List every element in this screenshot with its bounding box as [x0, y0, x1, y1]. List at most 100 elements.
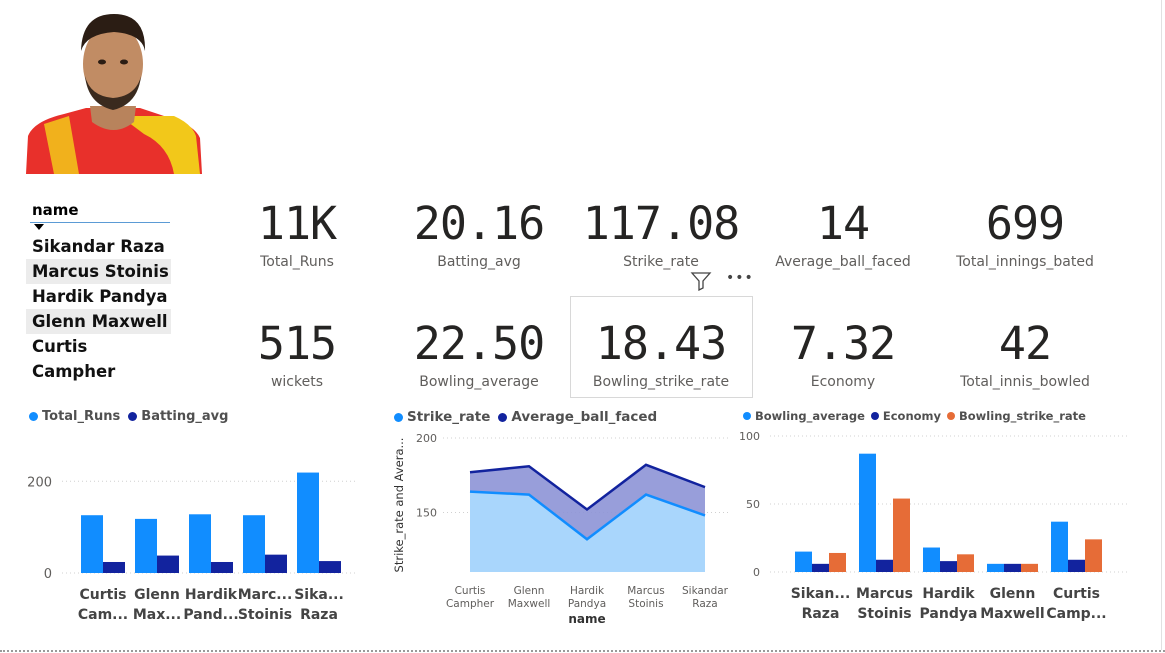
card-label: Economy [810, 374, 876, 390]
y-tick-label: 150 [416, 506, 437, 519]
x-tick-label: Campher [446, 598, 495, 610]
card-strike-rate[interactable]: 117.08 Strike_rate [571, 198, 751, 272]
chevron-down-icon[interactable] [34, 224, 44, 230]
legend-label: Strike_rate [407, 409, 491, 425]
card-value: 7.32 [790, 317, 896, 370]
card-total-innis-bowled[interactable]: 42 Total_innis_bowled [935, 318, 1115, 392]
slicer-item-sikandar-raza[interactable]: Sikandar Raza [32, 237, 165, 256]
card-total-innings-bated[interactable]: 699 Total_innings_bated [935, 198, 1115, 272]
x-tick-label: Glenn [990, 586, 1036, 602]
legend-label: Average_ball_faced [511, 409, 658, 425]
x-tick-label: Stoinis [238, 607, 292, 623]
x-tick-label: Curtis [455, 585, 486, 597]
slicer-item-hardik-pandya[interactable]: Hardik Pandya [32, 287, 168, 306]
area-average-ball-faced [470, 464, 705, 540]
x-tick-label: Cam... [78, 607, 128, 623]
x-tick-label: Hardik [185, 587, 238, 603]
x-tick-label: Pandya [568, 598, 606, 610]
x-tick-label: Raza [692, 598, 717, 610]
x-tick-label: Raza [802, 606, 840, 622]
card-label: Batting_avg [437, 254, 521, 270]
slicer-item-marcus-stoinis[interactable]: Marcus Stoinis [26, 259, 171, 284]
card-label: Bowling_strike_rate [592, 374, 730, 390]
x-tick-label: Raza [300, 607, 338, 623]
x-tick-label: Sikan... [791, 586, 851, 602]
card-bowling-strike-rate[interactable]: 18.43 Bowling_strike_rate [571, 318, 751, 392]
chart2-legend: Strike_rate Average_ball_faced [394, 409, 665, 425]
card-total-runs[interactable]: 11K Total_Runs [207, 198, 387, 272]
slicer-item-glenn-maxwell[interactable]: Glenn Maxwell [26, 309, 171, 334]
bar-batting-avg [265, 554, 287, 573]
card-value: 14 [816, 197, 870, 250]
bar-total-runs [297, 472, 319, 573]
line-strike-rate [469, 490, 706, 541]
legend-item[interactable]: Average_ball_faced [498, 409, 657, 425]
slicer-header: name [32, 201, 79, 219]
name-slicer[interactable]: name Sikandar Raza Marcus Stoinis Hardik… [26, 200, 174, 381]
bar-total-runs [189, 514, 211, 573]
y-tick-label: 100 [739, 430, 760, 443]
card-bowling-average[interactable]: 22.50 Bowling_average [389, 318, 569, 392]
bar-batting-avg [319, 561, 341, 573]
more-options-icon[interactable]: ••• [726, 270, 754, 286]
slicer-item-curtis-campher[interactable]: Curtis Campher [32, 337, 116, 381]
y-tick-label: 200 [27, 475, 52, 490]
y-tick-label: 0 [753, 566, 760, 579]
x-tick-label: Maxwell [980, 606, 1044, 622]
y-axis-title: Strike_rate and Avera... [392, 438, 406, 573]
x-tick-label: Sikandar [682, 585, 729, 597]
y-tick-label: 0 [44, 567, 52, 582]
bar-economy [1068, 559, 1085, 572]
card-value: 22.50 [413, 317, 545, 370]
card-label: Total_innings_bated [956, 254, 1094, 270]
filter-icon[interactable] [690, 271, 712, 291]
bowling-bar-chart[interactable]: 0 50 100 Sikan... Raza Marcus Stoinis Hardik Pan… [738, 425, 1158, 640]
card-batting-avg[interactable]: 20.16 Batting_avg [389, 198, 569, 272]
x-tick-label: Pandya [920, 606, 978, 622]
x-tick-label: Marcus [627, 585, 664, 597]
legend-item[interactable]: Bowling_average [743, 409, 865, 423]
card-wickets[interactable]: 515 wickets [207, 318, 387, 392]
card-average-ball-faced[interactable]: 14 Average_ball_faced [753, 198, 933, 272]
legend-item[interactable]: Bowling_strike_rate [947, 409, 1086, 423]
legend-item[interactable]: Economy [870, 409, 942, 423]
legend-label: Bowling_average [755, 409, 865, 423]
bar-bowling-strike-rate [957, 554, 974, 572]
x-tick-label: Max... [133, 607, 181, 623]
card-value: 515 [257, 317, 337, 370]
legend-item[interactable]: Strike_rate [394, 409, 490, 425]
bar-bowling-strike-rate [1085, 539, 1102, 572]
slicer-header-underline [30, 222, 170, 223]
bar-total-runs [81, 515, 103, 573]
bar-economy [876, 559, 893, 572]
legend-label: Total_Runs [42, 409, 121, 424]
player-photo [26, 14, 202, 174]
bar-economy [940, 561, 957, 572]
card-value: 699 [985, 197, 1065, 250]
card-value: 20.16 [413, 197, 545, 250]
card-label: Total_Runs [260, 254, 334, 270]
chart1-legend: Total_Runs Batting_avg [29, 409, 236, 424]
legend-item[interactable]: Batting_avg [128, 409, 228, 424]
legend-label: Batting_avg [141, 409, 229, 424]
bar-bowling-average [923, 547, 940, 572]
x-tick-label: Camp... [1046, 606, 1106, 622]
bar-bowling-strike-rate [829, 552, 846, 572]
card-label: wickets [270, 374, 324, 390]
legend-item[interactable]: Total_Runs [29, 409, 120, 424]
x-tick-label: Hardik [570, 585, 605, 597]
canvas-right-border [1161, 0, 1162, 650]
bar-batting-avg [157, 555, 179, 573]
bar-bowling-average [987, 563, 1004, 572]
legend-label: Bowling_strike_rate [959, 409, 1086, 423]
legend-dot-icon [29, 412, 38, 421]
line-average-ball-faced [469, 463, 706, 512]
bar-economy [812, 563, 829, 572]
batting-bar-chart[interactable]: 0 200 Curtis Cam... Glenn Max...Hardik Pand...… [0, 430, 380, 640]
legend-label: Economy [882, 409, 942, 423]
legend-dot-icon [394, 412, 403, 422]
focused-visual-border [570, 296, 753, 398]
card-label: Total_innis_bowled [960, 374, 1090, 390]
card-economy[interactable]: 7.32 Economy [753, 318, 933, 392]
